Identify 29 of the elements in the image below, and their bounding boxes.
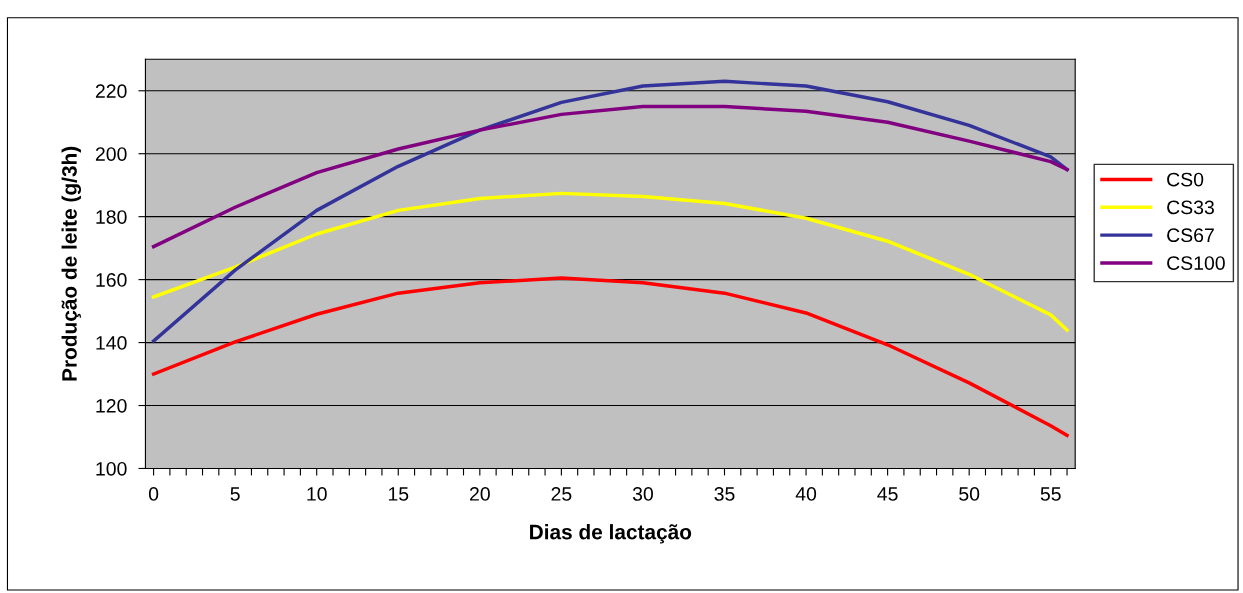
y-tick-label: 220	[95, 84, 127, 99]
x-tick-label: 30	[632, 487, 653, 501]
line-series	[151, 276, 1069, 438]
x-tick-label: 5	[230, 487, 240, 501]
legend-label: CS0	[1167, 172, 1204, 187]
x-tick-label: 40	[795, 487, 817, 501]
x-tick-label: 50	[959, 487, 980, 501]
x-tick-label: 15	[388, 487, 409, 501]
x-tick-label: 0	[148, 487, 159, 501]
y-axis-title: Produção de leite (g/3h)	[61, 146, 82, 381]
x-tick-label: 35	[714, 487, 735, 501]
legend-label: CS100	[1167, 256, 1225, 270]
y-tick-label: 160	[96, 273, 127, 287]
y-tick-label: 140	[96, 336, 127, 350]
y-tick-label: 180	[96, 210, 127, 224]
x-axis-title: Dias de lactação	[530, 524, 692, 544]
line-series	[151, 104, 1069, 249]
x-tick-label: 25	[551, 487, 572, 501]
legend-label: CS67	[1167, 228, 1214, 243]
x-tick-label: 20	[469, 487, 490, 501]
legend-label: CS33	[1167, 200, 1214, 215]
x-tick-label: 55	[1040, 487, 1061, 501]
line-series	[151, 191, 1069, 332]
x-tick-label: 45	[877, 487, 898, 501]
x-tick-label: 10	[307, 487, 327, 501]
line-series	[151, 79, 1069, 343]
y-tick-label: 100	[96, 461, 127, 476]
y-tick-label: 200	[95, 147, 127, 161]
y-tick-label: 120	[96, 398, 127, 413]
